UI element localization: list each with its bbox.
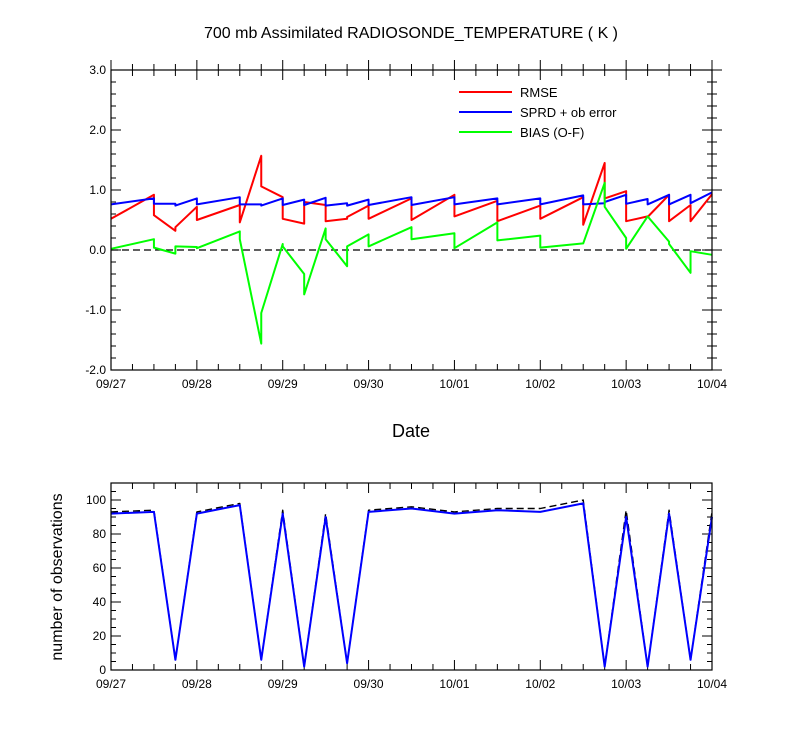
y-tick-label: 3.0 (89, 63, 106, 77)
x-tick-label: 10/02 (525, 677, 555, 691)
y-tick-label: 0.0 (89, 243, 106, 257)
x-axis-title: Date (392, 421, 430, 441)
series-line-bias-o-f (110, 181, 713, 345)
x-tick-label: 09/29 (268, 677, 298, 691)
y-tick-label: 100 (86, 493, 106, 507)
y-tick-label: 40 (93, 595, 107, 609)
x-tick-label: 10/02 (525, 377, 555, 391)
x-tick-label: 09/27 (96, 377, 126, 391)
chart-title: 700 mb Assimilated RADIOSONDE_TEMPERATUR… (204, 25, 618, 42)
y-tick-label: 60 (93, 561, 107, 575)
bottom-panel: 09/27 09/28 09/29 09/30 10/01 10/02 10/03 10/04… (86, 482, 727, 691)
legend-label: SPRD + ob error (520, 105, 617, 120)
series-line-possible (110, 499, 713, 668)
observations-y-axis-title: number of observations (49, 493, 66, 660)
x-tick-label: 09/28 (182, 377, 212, 391)
y-tick-label: -2.0 (85, 363, 106, 377)
y-tick-label: 2.0 (89, 123, 106, 137)
series-line-sprd-ob-error (110, 191, 713, 207)
top-panel: 09/27 09/28 09/29 09/30 10/01 10/02 10/03 10/04… (85, 60, 727, 391)
y-tick-label: -1.0 (85, 303, 106, 317)
x-tick-label: 10/01 (439, 677, 469, 691)
series-line-rmse (110, 154, 713, 232)
x-tick-label: 10/04 (697, 677, 727, 691)
x-tick-label: 09/30 (354, 377, 384, 391)
x-tick-label: 09/27 (96, 677, 126, 691)
x-tick-label: 10/01 (439, 377, 469, 391)
x-tick-label: 09/30 (354, 677, 384, 691)
y-tick-label: 20 (93, 629, 107, 643)
legend-label: BIAS (O-F) (520, 125, 584, 140)
x-tick-label: 09/28 (182, 677, 212, 691)
x-tick-label: 10/03 (611, 377, 641, 391)
series-line-assimilated (110, 502, 713, 668)
y-tick-label: 0 (99, 663, 106, 677)
legend-label: RMSE (520, 85, 558, 100)
y-tick-label: 1.0 (89, 183, 106, 197)
y-tick-label: 80 (93, 527, 107, 541)
plot-frame (110, 69, 713, 371)
x-tick-label: 10/03 (611, 677, 641, 691)
plot-frame (110, 482, 713, 671)
x-tick-label: 09/29 (268, 377, 298, 391)
x-tick-label: 10/04 (697, 377, 727, 391)
